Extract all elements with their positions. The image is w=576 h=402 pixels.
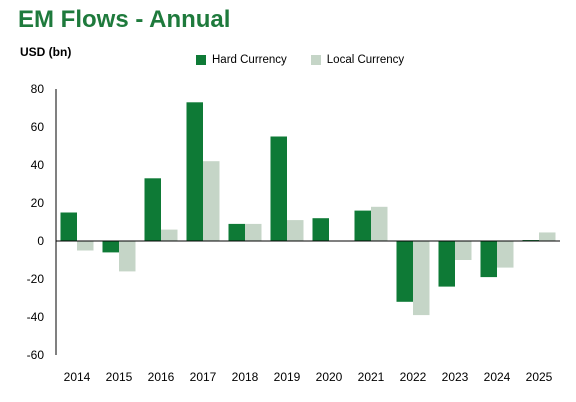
legend-item-hard-currency: Hard Currency [196,54,287,66]
x-tick-label-2019: 2019 [274,370,301,384]
bar-local-currency-2019 [287,220,304,241]
bar-local-currency-2025 [539,232,556,241]
y-tick-label: -20 [27,272,45,286]
bar-hard-currency-2022 [396,241,413,302]
x-tick-label-2018: 2018 [232,370,259,384]
x-tick-label-2023: 2023 [442,370,469,384]
bar-local-currency-2016 [161,229,178,241]
bar-hard-currency-2016 [144,178,161,241]
x-tick-label-2014: 2014 [64,370,91,384]
bar-hard-currency-2021 [354,210,371,241]
bar-local-currency-2024 [497,241,514,268]
bar-hard-currency-2020 [312,218,329,241]
y-tick-label: 60 [31,120,45,134]
y-tick-label: -40 [27,310,45,324]
bar-hard-currency-2014 [60,212,77,241]
legend-swatch-hard-currency [196,55,206,65]
bar-hard-currency-2023 [438,241,455,287]
x-tick-label-2017: 2017 [190,370,217,384]
x-tick-label-2016: 2016 [148,370,175,384]
bar-local-currency-2014 [77,241,94,251]
bar-hard-currency-2019 [270,136,287,241]
bar-hard-currency-2015 [102,241,119,253]
x-tick-label-2025: 2025 [526,370,553,384]
bar-local-currency-2015 [119,241,136,272]
y-tick-label: 0 [37,234,44,248]
chart-legend: Hard Currency Local Currency [196,54,428,66]
bar-hard-currency-2024 [480,241,497,278]
legend-item-local-currency: Local Currency [310,54,405,66]
y-tick-label: -60 [27,348,45,362]
legend-label-local-currency: Local Currency [326,54,405,66]
x-tick-label-2020: 2020 [316,370,343,384]
bar-hard-currency-2018 [228,223,245,241]
legend-swatch-local-currency [310,55,321,65]
bar-local-currency-2021 [371,206,388,241]
bar-hard-currency-2017 [186,102,203,241]
x-tick-label-2021: 2021 [358,370,385,384]
x-tick-label-2022: 2022 [400,370,427,384]
bar-local-currency-2023 [455,241,472,260]
y-tick-label: 40 [31,158,45,172]
y-axis-unit-label: USD (bn) [20,45,72,59]
bar-local-currency-2018 [245,223,262,241]
x-tick-label-2024: 2024 [484,370,511,384]
chart-title: EM Flows - Annual [18,6,231,33]
y-tick-label: 80 [31,82,45,96]
legend-label-hard-currency: Hard Currency [212,54,287,66]
y-tick-label: 20 [31,196,45,210]
bar-local-currency-2022 [413,241,430,316]
x-tick-label-2015: 2015 [106,370,133,384]
bar-local-currency-2017 [203,161,220,241]
